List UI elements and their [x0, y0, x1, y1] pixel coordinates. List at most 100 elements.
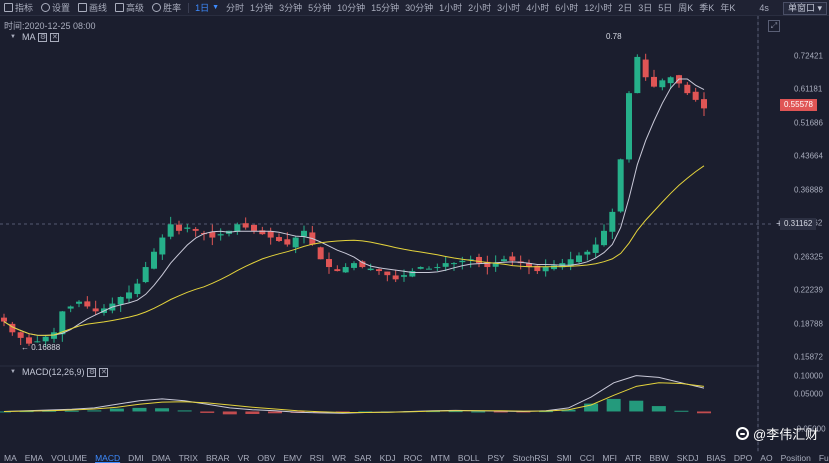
main-indicator-label: ▼ MA ⚙ ✕: [10, 32, 60, 42]
settings-gear-icon[interactable]: ⚙: [38, 32, 48, 42]
indicator-tab[interactable]: Fundflow: [818, 452, 829, 463]
interval-tab[interactable]: 15分钟: [371, 3, 400, 13]
candle-body: [567, 259, 574, 266]
macd-histogram-bar: [155, 408, 170, 412]
interval-tab[interactable]: 季K: [699, 3, 715, 13]
candle-body: [142, 267, 149, 283]
interval-tab[interactable]: 3分钟: [279, 3, 303, 13]
indicator-tab[interactable]: MTM: [430, 452, 450, 463]
indicator-tab[interactable]: RSI: [309, 452, 324, 463]
collapse-triangle-icon[interactable]: ▼: [10, 34, 16, 40]
macd-tick-label: -0.05000: [794, 424, 826, 434]
toolbar-button-label: 指标: [15, 3, 34, 13]
indicator-tab[interactable]: BBW: [649, 452, 669, 463]
candle-body: [476, 256, 482, 264]
indicator-tab[interactable]: MFI: [602, 452, 617, 463]
interval-tab[interactable]: 2小时: [468, 3, 492, 13]
settings-gear-icon[interactable]: ⚙: [87, 367, 97, 377]
indicator-tab[interactable]: VR: [237, 452, 250, 463]
candle-body: [526, 263, 532, 268]
low-price-marker: ← 0.16888: [21, 343, 60, 352]
indicator-tab[interactable]: Position: [780, 452, 811, 463]
interval-tab[interactable]: 12小时: [584, 3, 613, 13]
interval-tab[interactable]: 4小时: [526, 3, 550, 13]
indicator-tab[interactable]: DMI: [128, 452, 144, 463]
interval-tab[interactable]: 周K: [678, 3, 694, 13]
crosshair-add-button[interactable]: +: [776, 218, 782, 230]
indicator-tab[interactable]: MA: [4, 452, 17, 463]
indicator-tab[interactable]: ATR: [625, 452, 642, 463]
interval-tab[interactable]: 5日: [658, 3, 673, 13]
close-icon[interactable]: ✕: [99, 367, 109, 377]
indicator-tab[interactable]: MACD: [95, 452, 121, 463]
interval-tab[interactable]: 30分钟: [405, 3, 434, 13]
indicator-tab[interactable]: ROC: [403, 452, 423, 463]
candle-body: [426, 268, 432, 270]
price-tick-label: 0.15872: [794, 352, 823, 362]
indicator-tab[interactable]: VOLUME: [51, 452, 88, 463]
candle-body: [626, 93, 632, 160]
fullscreen-icon[interactable]: ⤢: [768, 20, 780, 32]
toolbar-button-4[interactable]: 胜率: [148, 0, 185, 16]
candle-body: [51, 332, 57, 339]
watermark: @李伟汇财: [736, 424, 818, 443]
macd-histogram-bar: [448, 411, 463, 413]
macd-histogram-bar: [109, 408, 124, 412]
indicator-tab[interactable]: EMV: [283, 452, 302, 463]
layout-select-label: 单窗口: [787, 2, 815, 13]
indicator-tab[interactable]: SAR: [354, 452, 372, 463]
toolbar-button-1[interactable]: 设置: [37, 0, 74, 16]
toolbar-button-2[interactable]: 画线: [74, 0, 111, 16]
indicator-tab[interactable]: SMI: [556, 452, 572, 463]
macd-histogram-bar: [697, 411, 711, 414]
indicator-tab[interactable]: StochRSI: [512, 452, 549, 463]
indicator-tab[interactable]: DPO: [733, 452, 753, 463]
indicator-tab[interactable]: DMA: [151, 452, 171, 463]
price-chart[interactable]: [0, 0, 829, 452]
layout-select[interactable]: 单窗口 ▾: [782, 1, 827, 15]
candle-body: [634, 56, 641, 94]
interval-tab[interactable]: 3日: [638, 3, 653, 13]
candle-body: [76, 301, 82, 304]
candle-body: [292, 237, 299, 248]
indicator-tab[interactable]: OBV: [257, 452, 276, 463]
interval-tab[interactable]: 3小时: [497, 3, 521, 13]
interval-dropdown-caret-icon[interactable]: ▼: [212, 4, 220, 11]
indicator-tab[interactable]: BOLL: [457, 452, 480, 463]
candle-body: [667, 77, 674, 84]
indicator-tab[interactable]: PSY: [487, 452, 505, 463]
indicator-tab[interactable]: TRIX: [178, 452, 198, 463]
candle-body: [92, 308, 99, 312]
interval-tab[interactable]: 2日: [618, 3, 633, 13]
candle-body: [492, 263, 499, 267]
indicator-tab[interactable]: EMA: [24, 452, 44, 463]
ma-fast-line: [3, 78, 705, 336]
candle-body: [576, 255, 582, 263]
toolbar-button-label: 胜率: [163, 3, 182, 13]
interval-tab[interactable]: 10分钟: [337, 3, 366, 13]
toolbar-button-label: 高级: [126, 3, 145, 13]
toolbar-button-0[interactable]: 指标: [0, 0, 37, 16]
indicator-tab[interactable]: AO: [760, 452, 773, 463]
refresh-interval[interactable]: 4s: [759, 3, 769, 13]
close-icon[interactable]: ✕: [50, 32, 60, 42]
interval-tab[interactable]: 1小时: [439, 3, 463, 13]
interval-tab[interactable]: 6小时: [555, 3, 579, 13]
interval-tab[interactable]: 5分钟: [308, 3, 332, 13]
indicator-tab[interactable]: KDJ: [379, 452, 396, 463]
interval-tab[interactable]: 分时: [226, 3, 245, 13]
sub-indicator-name: MACD(12,26,9): [21, 367, 85, 377]
interval-tab[interactable]: 年K: [720, 3, 736, 13]
interval-tab[interactable]: 1日: [195, 3, 210, 13]
indicator-tab[interactable]: BRAR: [205, 452, 230, 463]
interval-tab[interactable]: 1分钟: [250, 3, 274, 13]
candle-body: [659, 80, 666, 88]
indicator-tab[interactable]: SKDJ: [676, 452, 699, 463]
candle-body: [134, 283, 141, 295]
indicator-tab[interactable]: WR: [331, 452, 347, 463]
indicator-tab[interactable]: BIAS: [706, 452, 726, 463]
candle-body: [467, 259, 474, 261]
collapse-triangle-icon[interactable]: ▼: [10, 369, 16, 375]
toolbar-button-3[interactable]: 高级: [111, 0, 148, 16]
indicator-tab[interactable]: CCI: [579, 452, 595, 463]
